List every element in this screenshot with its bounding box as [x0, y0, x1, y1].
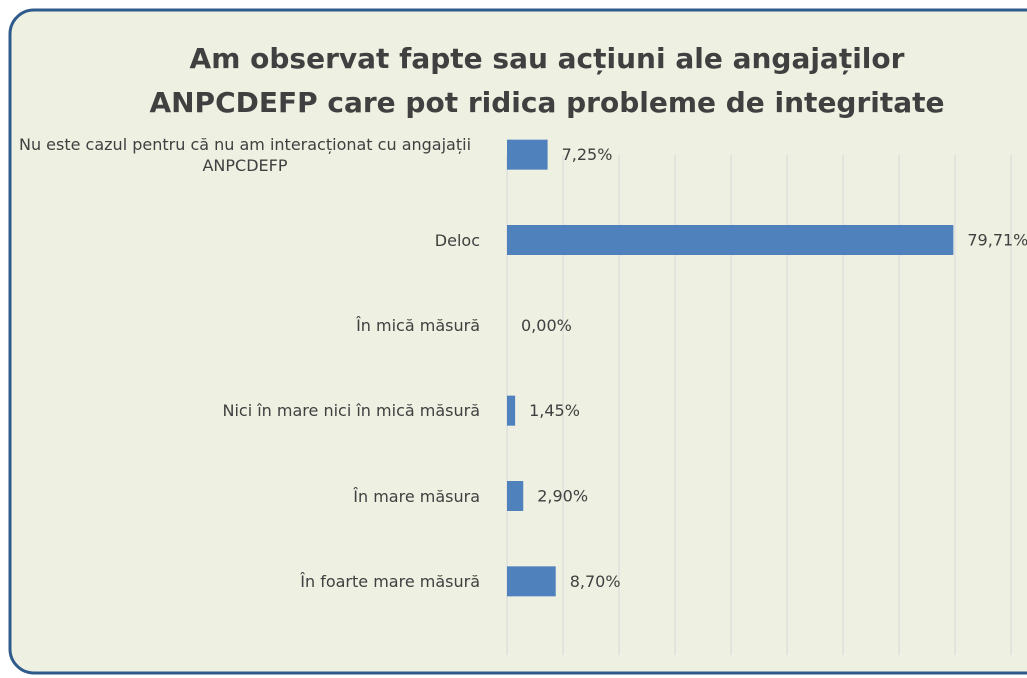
data-label: 79,71% [967, 231, 1027, 250]
y-tick-label: În mică măsură [356, 315, 480, 335]
chart-panel [8, 8, 1027, 675]
y-tick-label-box: În mică măsură [10, 285, 480, 365]
y-tick-label-wrap: Nici în mare nici în mică măsură [10, 371, 480, 451]
bar [507, 566, 556, 597]
y-tick-label: Deloc [434, 230, 480, 250]
data-label: 2,90% [537, 487, 588, 506]
bar [507, 481, 524, 511]
y-tick-label-wrap: În foarte mare măsură [10, 541, 480, 621]
y-tick-label-wrap: În mare măsura [10, 456, 480, 536]
y-tick-label-box: În mare măsura [10, 456, 480, 536]
chart-title: ANPCDEFP care pot ridica probleme de int… [149, 86, 944, 119]
bar [507, 395, 516, 426]
data-label: 8,70% [570, 572, 621, 591]
y-tick-label-wrap: În mică măsură [10, 285, 480, 365]
chart-title: Am observat fapte sau acțiuni ale angaja… [190, 42, 905, 75]
y-tick-label: În mare măsura [353, 486, 480, 506]
bar [507, 225, 954, 255]
y-tick-label: Nici în mare nici în mică măsură [222, 401, 480, 421]
bar [507, 139, 548, 170]
y-tick-label-wrap: Nu este cazul pentru că nu am interacțio… [10, 115, 480, 195]
data-label: 0,00% [521, 316, 572, 335]
y-tick-label-box: Nici în mare nici în mică măsură [10, 371, 480, 451]
y-tick-label-box: Nu este cazul pentru că nu am interacțio… [10, 115, 480, 195]
data-label: 1,45% [529, 401, 580, 420]
y-tick-label-wrap: Deloc [10, 200, 480, 280]
y-tick-label: În foarte mare măsură [300, 571, 480, 591]
y-tick-label-box: Deloc [10, 200, 480, 280]
y-tick-label-box: În foarte mare măsură [10, 541, 480, 621]
y-tick-label: Nu este cazul pentru că nu am interacțio… [18, 134, 472, 175]
data-label: 7,25% [562, 145, 613, 164]
